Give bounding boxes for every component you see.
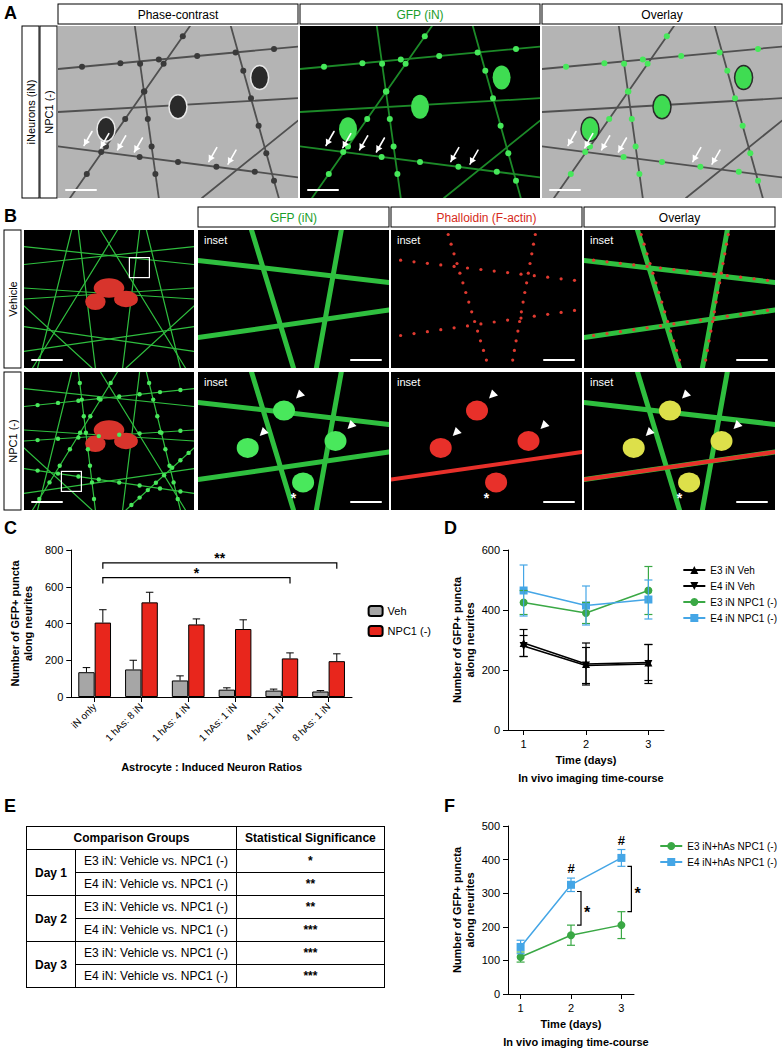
svg-text:E4 iN Veh: E4 iN Veh [710,581,754,592]
svg-text:inset: inset [590,234,613,246]
html-text:Day 3: Day 3 [35,957,67,972]
svg-text:0: 0 [57,691,63,703]
svg-text:Veh: Veh [388,605,407,617]
svg-text:E4 iN NPC1 (-): E4 iN NPC1 (-) [710,613,777,624]
svg-text:along neurites: along neurites [22,586,34,661]
svg-text:iN only: iN only [69,701,98,730]
svg-text:400: 400 [45,618,63,630]
svg-text:*: * [677,490,683,506]
svg-text:0: 0 [494,988,500,1000]
svg-text:Overlay: Overlay [659,211,700,225]
svg-text:*: * [584,904,591,921]
svg-text:GFP (iN): GFP (iN) [396,8,443,22]
svg-text:inset: inset [204,376,227,388]
html-text:Statistical Significance: Statistical Significance [245,831,376,845]
svg-text:Phase-contrast: Phase-contrast [138,8,219,22]
html-text:E3 iN: Vehicle vs. NPC1 (-): E3 iN: Vehicle vs. NPC1 (-) [84,900,229,914]
html-text:E4 iN: Vehicle vs. NPC1 (-): E4 iN: Vehicle vs. NPC1 (-) [84,923,229,937]
svg-text:8 hAs: 1 iN: 8 hAs: 1 iN [290,701,332,743]
svg-text:500: 500 [482,820,500,832]
svg-text:In vivo imaging time-course: In vivo imaging time-course [518,772,663,784]
svg-text:200: 200 [482,664,500,676]
svg-text:along neurites: along neurites [464,602,476,677]
svg-text:3: 3 [618,1002,624,1014]
svg-text:1: 1 [521,738,527,750]
html-text:E3 iN: Vehicle vs. NPC1 (-): E3 iN: Vehicle vs. NPC1 (-) [84,854,229,868]
svg-text:#: # [567,861,575,876]
html-text:D: D [444,518,457,538]
svg-text:In vivo imaging time-course: In vivo imaging time-course [503,1036,648,1048]
svg-text:300: 300 [482,887,500,899]
svg-text:inset: inset [590,376,613,388]
svg-text:*: * [291,490,297,506]
html-text:E4 iN: Vehicle vs. NPC1 (-): E4 iN: Vehicle vs. NPC1 (-) [84,969,229,983]
svg-text:1 hAs: 1 iN: 1 hAs: 1 iN [197,701,239,743]
svg-text:E3 iN+hAs NPC1 (-): E3 iN+hAs NPC1 (-) [687,841,777,852]
html-text:E: E [4,796,16,816]
svg-text:200: 200 [45,654,63,666]
svg-text:2: 2 [568,1002,574,1014]
svg-text:*: * [484,490,490,506]
svg-text:A: A [4,3,17,23]
html-text:E4 iN: Vehicle vs. NPC1 (-): E4 iN: Vehicle vs. NPC1 (-) [84,877,229,891]
svg-text:#: # [618,833,626,848]
svg-text:200: 200 [482,921,500,933]
svg-text:GFP (iN): GFP (iN) [270,211,317,225]
svg-text:600: 600 [45,581,63,593]
svg-text:3: 3 [645,738,651,750]
svg-text:*: * [194,565,200,581]
svg-text:4 hAs: 1 iN: 4 hAs: 1 iN [243,701,285,743]
svg-text:0: 0 [494,724,500,736]
svg-text:NPC1 (-): NPC1 (-) [388,625,431,637]
svg-text:400: 400 [482,604,500,616]
svg-text:Phalloidin (F-actin): Phalloidin (F-actin) [436,211,536,225]
html-text:Day 1: Day 1 [35,865,67,880]
svg-text:inset: inset [397,376,420,388]
svg-text:2: 2 [583,738,589,750]
svg-text:*: * [634,885,641,902]
svg-text:400: 400 [482,854,500,866]
svg-text:Time (days): Time (days) [541,1018,602,1030]
svg-text:Vehicle: Vehicle [7,281,19,316]
svg-text:NPC1 (-): NPC1 (-) [7,419,19,462]
svg-text:Overlay: Overlay [641,8,682,22]
svg-text:iNeurons (iN): iNeurons (iN) [25,80,37,145]
svg-text:**: ** [214,550,225,566]
svg-text:600: 600 [482,544,500,556]
svg-text:1 hAs: 4 iN: 1 hAs: 4 iN [150,701,192,743]
svg-text:100: 100 [482,954,500,966]
svg-text:1 hAs: 8 iN: 1 hAs: 8 iN [103,701,145,743]
svg-text:Astrocyte : Induced Neuron Rat: Astrocyte : Induced Neuron Ratios [121,761,302,773]
svg-text:E4 iN+hAs NPC1 (-): E4 iN+hAs NPC1 (-) [687,857,777,868]
html-text:Comparison Groups: Comparison Groups [73,831,190,845]
svg-text:Number of GFP+ puncta: Number of GFP+ puncta [451,846,463,973]
html-text:E3 iN: Vehicle vs. NPC1 (-): E3 iN: Vehicle vs. NPC1 (-) [84,946,229,960]
svg-text:inset: inset [397,234,420,246]
svg-text:inset: inset [204,234,227,246]
svg-text:1: 1 [518,1002,524,1014]
svg-text:B: B [4,206,17,226]
html-text:C: C [4,518,17,538]
svg-text:800: 800 [45,544,63,556]
svg-text:Number of GFP+ puncta: Number of GFP+ puncta [451,576,463,703]
html-text:Day 2: Day 2 [35,911,67,926]
svg-text:Number of GFP+ puncta: Number of GFP+ puncta [9,560,21,687]
svg-text:E3 iN Veh: E3 iN Veh [710,565,754,576]
svg-text:E3 iN NPC1 (-): E3 iN NPC1 (-) [710,597,777,608]
svg-text:NPC1 (-): NPC1 (-) [43,90,55,133]
html-text:F: F [444,796,455,816]
svg-text:along neurites: along neurites [464,872,476,947]
svg-text:Time (days): Time (days) [556,754,617,766]
